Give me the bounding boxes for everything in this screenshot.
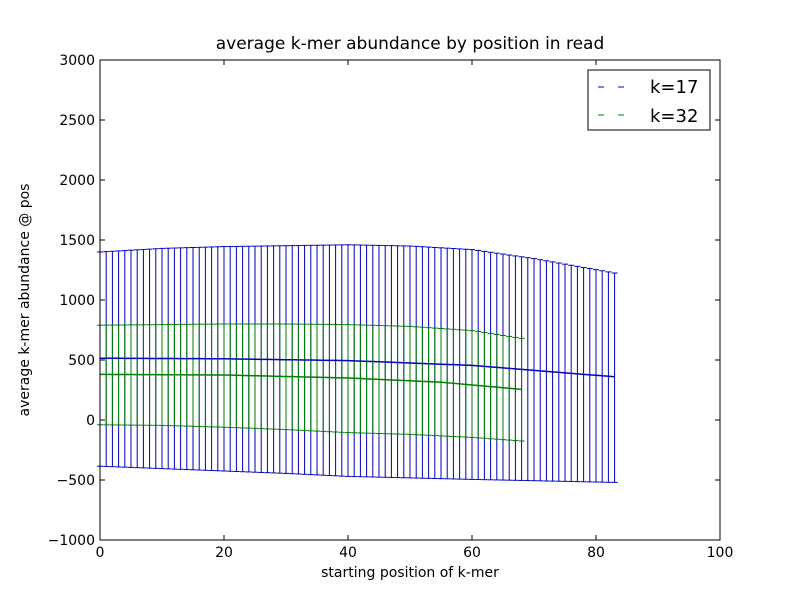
y-tick-label: 3000 (59, 53, 95, 69)
y-tick-label: 0 (86, 413, 95, 429)
legend-label-k17: k=17 (650, 77, 698, 98)
plot-area: 0 20 40 60 80 100 −1000 −500 0 500 1000 1500 2000 250… (48, 53, 734, 561)
series-line-k17 (99, 357, 615, 378)
ticks-layer: 0 20 40 60 80 100 −1000 −500 0 500 1000 1500 2000 250… (48, 53, 734, 561)
legend-box (587, 69, 711, 131)
y-tick-label: 500 (68, 353, 95, 369)
y-tick-label: 2500 (59, 113, 95, 129)
y-axis-label: average k-mer abundance @ pos (17, 184, 33, 417)
series-line-k32 (99, 373, 522, 391)
y-tick-label: −500 (57, 473, 95, 489)
chart-title: average k-mer abundance by position in r… (216, 34, 605, 54)
x-tick-label: 0 (96, 545, 105, 561)
x-tick-label: 60 (463, 545, 481, 561)
y-tick-label: −1000 (48, 533, 95, 549)
lines-layer (99, 357, 615, 391)
x-tick-label: 80 (587, 545, 605, 561)
legend: k=17 k=32 (587, 69, 711, 131)
x-axis-label: starting position of k-mer (321, 565, 499, 581)
x-tick-label: 20 (215, 545, 233, 561)
legend-label-k32: k=32 (650, 106, 698, 127)
x-tick-label: 100 (707, 545, 734, 561)
x-tick-label: 40 (339, 545, 357, 561)
y-tick-label: 1500 (59, 233, 95, 249)
y-tick-label: 1000 (59, 293, 95, 309)
y-tick-label: 2000 (59, 173, 95, 189)
